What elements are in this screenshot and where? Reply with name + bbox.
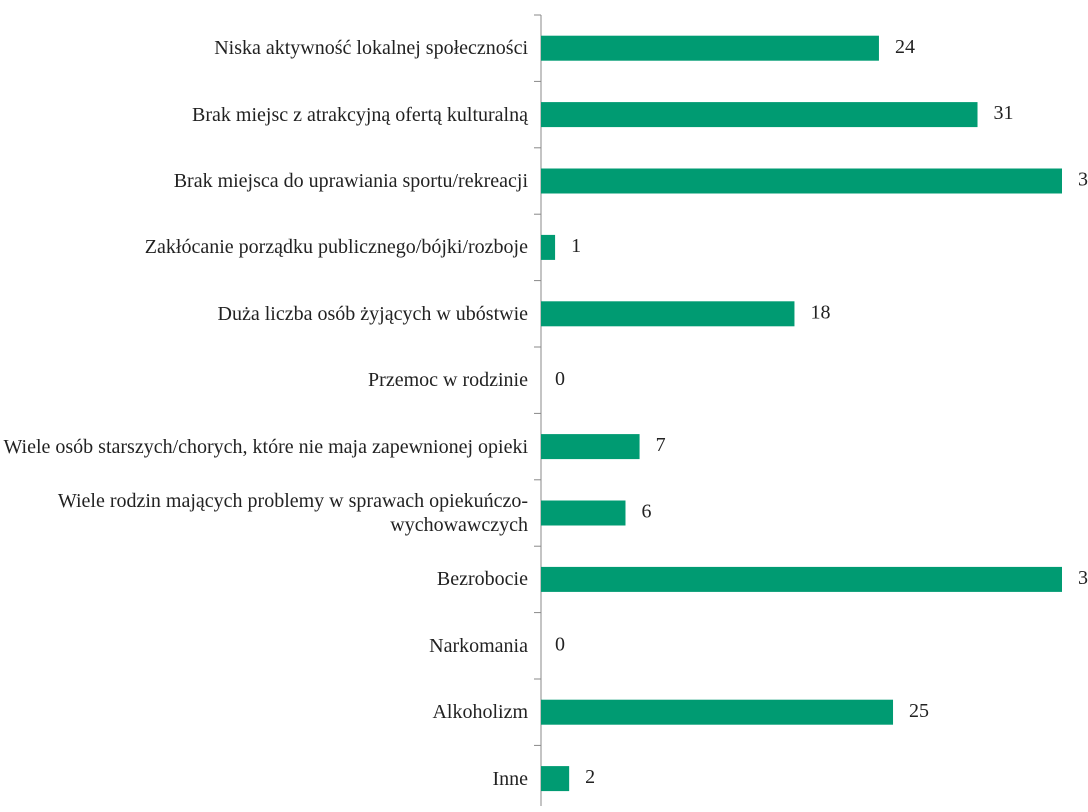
- value-label: 2: [585, 766, 595, 788]
- bar: [541, 301, 795, 327]
- category-label: Alkoholizm: [432, 701, 528, 724]
- value-label: 24: [895, 36, 915, 58]
- category-label: Brak miejsc z atrakcyjną ofertą kultural…: [192, 103, 528, 126]
- category-label: Bezrobocie: [436, 568, 528, 591]
- bar: [541, 234, 556, 260]
- value-label: 37: [1078, 169, 1088, 191]
- value-label: 7: [656, 434, 666, 456]
- category-label: Narkomania: [429, 634, 528, 657]
- value-label: 0: [555, 368, 565, 390]
- category-label: Przemoc w rodzinie: [368, 369, 528, 392]
- bar: [541, 500, 626, 526]
- category-label: Niska aktywność lokalnej społeczności: [214, 37, 528, 60]
- value-label: 31: [994, 102, 1014, 124]
- bar: [541, 102, 978, 128]
- value-label: 37: [1078, 567, 1088, 589]
- bar: [541, 699, 894, 725]
- value-label: 6: [641, 501, 651, 523]
- bar: [541, 35, 879, 61]
- value-label: 18: [810, 301, 830, 323]
- category-label: Brak miejsca do uprawiania sportu/rekrea…: [173, 169, 528, 192]
- value-label: 25: [909, 700, 929, 722]
- value-label: 0: [555, 633, 565, 655]
- bar: [541, 566, 1062, 592]
- category-label: Wiele rodzin mających problemy w sprawac…: [57, 489, 528, 536]
- category-label: Inne: [492, 767, 528, 790]
- category-label: Wiele osób starszych/chorych, które nie …: [3, 435, 528, 458]
- value-label: 1: [571, 235, 581, 257]
- bar: [541, 168, 1062, 194]
- category-label: Duża liczba osób żyjących w ubóstwie: [217, 302, 528, 325]
- bar: [541, 766, 570, 792]
- category-label: Zakłócanie porządku publicznego/bójki/ro…: [144, 236, 528, 259]
- bar: [541, 434, 640, 460]
